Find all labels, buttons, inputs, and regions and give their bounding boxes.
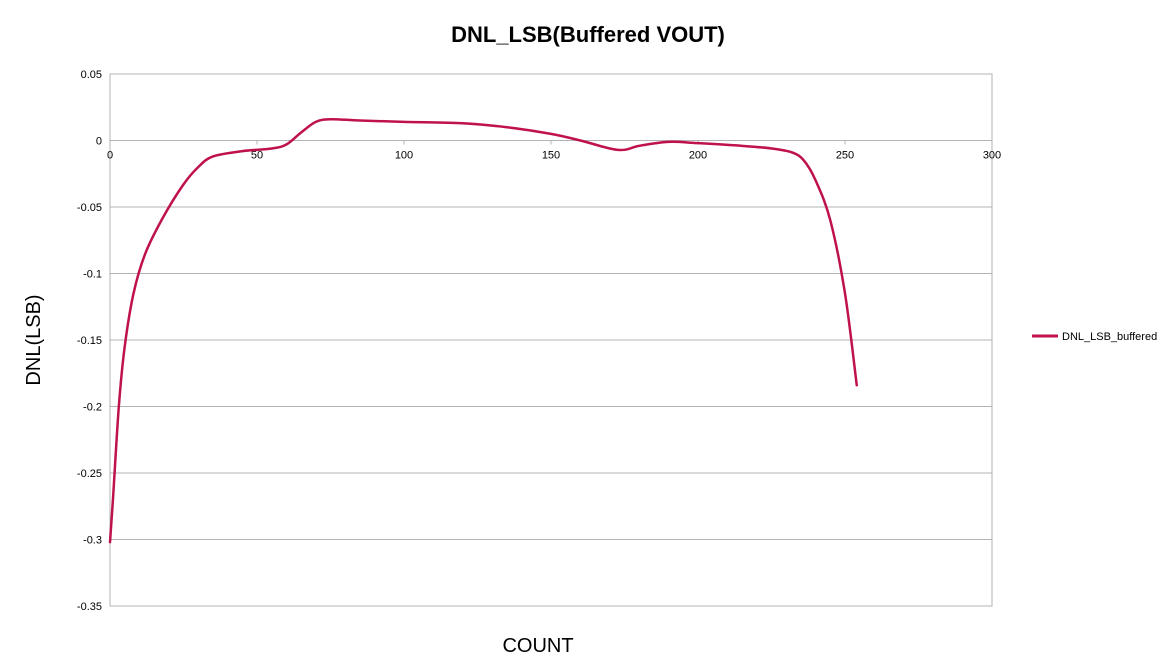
chart-title: DNL_LSB(Buffered VOUT) xyxy=(451,22,725,47)
x-axis-label: COUNT xyxy=(502,635,573,657)
y-tick-labels: 0.05 0 -0.05 -0.1 -0.15 -0.2 -0.25 -0.3 -0.35 xyxy=(77,69,102,613)
y-tick-label: 0.05 xyxy=(81,69,102,81)
x-tick-label: 100 xyxy=(395,150,413,162)
legend-label: DNL_LSB_buffered xyxy=(1062,331,1157,343)
y-tick-label: -0.05 xyxy=(77,202,102,214)
y-axis-label: DNL(LSB) xyxy=(23,294,45,385)
y-tick-label: -0.1 xyxy=(83,269,102,281)
y-tick-label: -0.15 xyxy=(77,335,102,347)
y-tick-label: -0.35 xyxy=(77,601,102,613)
x-tick-labels: 0 50 100 150 200 250 300 xyxy=(107,140,1001,162)
x-tick-label: 250 xyxy=(836,150,854,162)
y-tick-label: -0.25 xyxy=(77,468,102,480)
x-tick-label: 0 xyxy=(107,150,113,162)
series-layer xyxy=(108,117,859,544)
x-tick-label: 200 xyxy=(689,150,707,162)
y-tick-label: -0.3 xyxy=(83,535,102,547)
x-tick-label: 150 xyxy=(542,150,560,162)
y-tick-label: -0.2 xyxy=(83,402,102,414)
legend: DNL_LSB_buffered xyxy=(1032,331,1157,343)
series-line xyxy=(108,117,859,544)
x-tick-label: 50 xyxy=(251,150,263,162)
x-tick-label: 300 xyxy=(983,150,1001,162)
y-tick-label: 0 xyxy=(96,136,102,148)
